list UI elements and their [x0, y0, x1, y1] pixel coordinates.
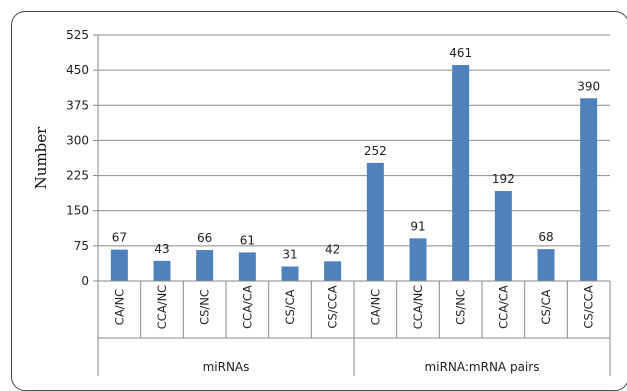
data-label: 67: [112, 231, 127, 245]
group-labels: miRNAs miRNA:mRNA pairs: [97, 338, 611, 376]
y-tick-label: 150: [66, 204, 89, 218]
category-label: CCA/CA: [496, 285, 510, 329]
y-tick-label: 300: [66, 133, 89, 147]
category-label: CS/NC: [198, 289, 212, 325]
bar: [366, 162, 384, 281]
data-label: 43: [154, 242, 169, 256]
category-label: CA/NC: [368, 289, 382, 325]
data-labels: 67 43 66 61 31 42 252 91 461 192 68 390: [112, 46, 600, 261]
y-tick-label: 225: [66, 169, 89, 183]
y-tick-label: 75: [74, 239, 89, 253]
bar: [494, 191, 512, 281]
bar: [238, 252, 256, 281]
data-label: 252: [364, 144, 387, 158]
group-label: miRNA:mRNA pairs: [425, 360, 540, 374]
bar: [281, 266, 299, 281]
category-label: CCA/NC: [411, 285, 425, 329]
bar: [196, 250, 214, 281]
category-label: CS/CA: [539, 289, 553, 324]
category-label: CCA/CA: [240, 285, 254, 329]
data-label: 66: [197, 231, 212, 245]
bar-chart: 0 75 150 225 300 375 450 525 67 43 66 61 31 42 252 91 4…: [32, 28, 611, 376]
bar: [409, 238, 427, 281]
data-label: 192: [492, 172, 515, 186]
category-label: CA/NC: [112, 289, 126, 325]
data-label: 91: [410, 219, 425, 233]
y-tick-label: 0: [81, 274, 89, 288]
data-label: 461: [449, 46, 472, 60]
category-label: CS/CCA: [326, 285, 340, 328]
y-tick-label: 375: [66, 98, 89, 112]
category-label: CS/NC: [454, 289, 468, 325]
y-tick-label: 525: [66, 28, 89, 42]
y-axis-label: Number: [32, 126, 50, 189]
y-axis-ticks: 0 75 150 225 300 375 450 525: [66, 28, 98, 288]
category-label: CS/CA: [283, 289, 297, 324]
category-label: CCA/NC: [155, 285, 169, 329]
bar: [452, 64, 470, 281]
data-label: 68: [538, 230, 553, 244]
data-label: 390: [577, 79, 600, 93]
category-labels: CA/NC CCA/NC CS/NC CCA/CA CS/CA CS/CCA CA/NC CC…: [97, 281, 611, 339]
group-label: miRNAs: [203, 360, 250, 374]
bars: [110, 64, 598, 281]
category-label: CS/CCA: [582, 285, 596, 328]
data-label: 31: [282, 247, 297, 261]
gridlines: [98, 34, 610, 247]
bar: [324, 261, 342, 281]
bar: [153, 260, 171, 281]
data-label: 42: [325, 242, 340, 256]
bar: [580, 98, 598, 281]
data-label: 61: [240, 233, 255, 247]
bar: [537, 249, 555, 281]
y-tick-label: 450: [66, 63, 89, 77]
bar: [110, 249, 128, 281]
